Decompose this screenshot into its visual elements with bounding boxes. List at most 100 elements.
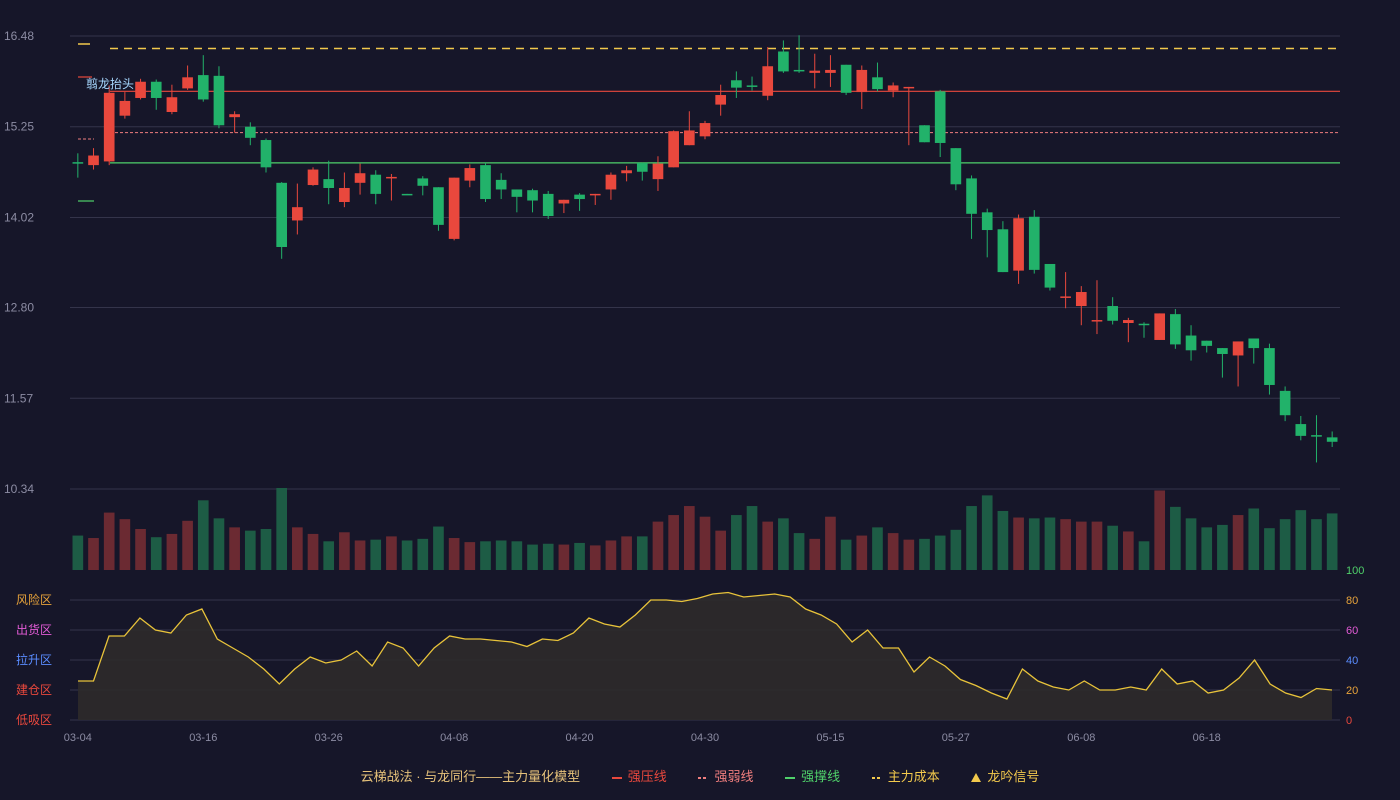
volume-bar: [950, 529, 962, 570]
candle: [1185, 325, 1197, 361]
candle: [715, 84, 727, 116]
volume-bar: [746, 506, 758, 570]
volume-bar: [527, 544, 538, 570]
volume-bar: [887, 533, 899, 570]
date-tick-label: 06-08: [1067, 732, 1095, 744]
candle: [527, 188, 538, 213]
volume-bar: [919, 538, 930, 570]
candle: [433, 187, 444, 231]
volume-bar: [715, 530, 727, 570]
legend-strong-weak[interactable]: 强弱线: [698, 766, 753, 785]
indicator-tick-label: 60: [1346, 625, 1358, 637]
candle-body: [1123, 320, 1134, 323]
volume-bar: [386, 536, 397, 570]
volume-bar: [323, 541, 335, 570]
volume-bar: [197, 500, 209, 570]
candle: [1232, 341, 1244, 387]
volume-bar: [1185, 518, 1197, 570]
candle: [731, 71, 742, 98]
candle-body: [652, 163, 664, 180]
volume-bar: [495, 540, 507, 570]
candle: [1264, 343, 1275, 395]
candle: [1326, 431, 1338, 447]
candle-body: [370, 174, 382, 194]
candle-body: [1264, 348, 1275, 385]
legend-label: 龙吟信号: [987, 769, 1040, 784]
candle: [981, 208, 993, 258]
volume-bar: [793, 533, 805, 570]
candle-body: [244, 126, 256, 138]
candle: [872, 62, 883, 92]
candle: [574, 193, 585, 211]
candle-body: [135, 81, 146, 98]
candlestick-series: [72, 35, 1338, 463]
triangle-icon: [971, 773, 982, 783]
volume-bar: [166, 533, 178, 570]
legend-swatch-icon: [611, 776, 622, 779]
candle: [1279, 386, 1291, 422]
volume-bar: [668, 515, 679, 570]
volume-bar: [433, 526, 444, 570]
candle-body: [229, 114, 240, 118]
volume-bar: [150, 537, 162, 570]
price-tick-label: 15.25: [4, 120, 34, 134]
candle: [1075, 286, 1087, 326]
candle-body: [276, 182, 287, 248]
volume-bar: [809, 538, 821, 570]
candle: [934, 89, 946, 157]
candle-body: [1217, 348, 1228, 354]
volume-bar: [699, 516, 711, 570]
candle: [464, 164, 476, 188]
candle-body: [1311, 435, 1322, 437]
legend-strong-support[interactable]: 强撑线: [785, 766, 840, 785]
candle: [1295, 415, 1307, 441]
candle-body: [72, 162, 84, 164]
volume-bar: [119, 519, 131, 570]
candle-body: [386, 176, 397, 179]
candle: [1028, 210, 1040, 274]
indicator-area: [78, 592, 1332, 720]
volume-bar: [1279, 519, 1291, 570]
candle-body: [699, 123, 711, 137]
volume-bar: [872, 527, 883, 570]
candle: [213, 66, 225, 129]
candle-body: [150, 81, 162, 98]
candle: [950, 148, 962, 191]
candle-body: [825, 69, 836, 73]
volume-bar: [966, 506, 977, 570]
volume-bar: [621, 536, 632, 570]
candle: [1107, 297, 1118, 325]
legend-main-cost[interactable]: 主力成本: [871, 766, 940, 785]
volume-bar: [934, 535, 946, 570]
candle: [1170, 308, 1181, 349]
volume-bar: [244, 530, 256, 570]
candle-body: [511, 189, 523, 197]
candle-body: [621, 170, 632, 174]
candle: [668, 130, 679, 168]
candle: [150, 79, 162, 110]
candle: [354, 163, 366, 195]
candle: [166, 84, 178, 115]
indicator-tick-label: 100: [1346, 565, 1364, 577]
candle: [699, 120, 711, 140]
volume-bar: [1170, 506, 1181, 570]
candle: [197, 55, 209, 102]
volume-bar: [1154, 490, 1166, 570]
candle: [1091, 280, 1103, 335]
date-tick-label: 03-16: [189, 732, 217, 744]
candle-body: [213, 75, 225, 126]
candle: [448, 177, 460, 241]
legend-signal[interactable]: 龙吟信号: [971, 766, 1039, 785]
candle: [746, 76, 758, 91]
candle-body: [103, 92, 115, 162]
candle-body: [778, 51, 789, 72]
candle-body: [574, 194, 585, 200]
candle-body: [919, 125, 930, 143]
legend-strong-pressure[interactable]: 强压线: [611, 766, 667, 785]
indicator-tick-label: 20: [1346, 685, 1358, 697]
price-tick-label: 14.02: [4, 210, 34, 224]
date-tick-label: 04-30: [691, 732, 719, 744]
candle: [778, 40, 789, 73]
volume-bar: [1232, 515, 1244, 570]
key-levels: [78, 43, 1340, 202]
